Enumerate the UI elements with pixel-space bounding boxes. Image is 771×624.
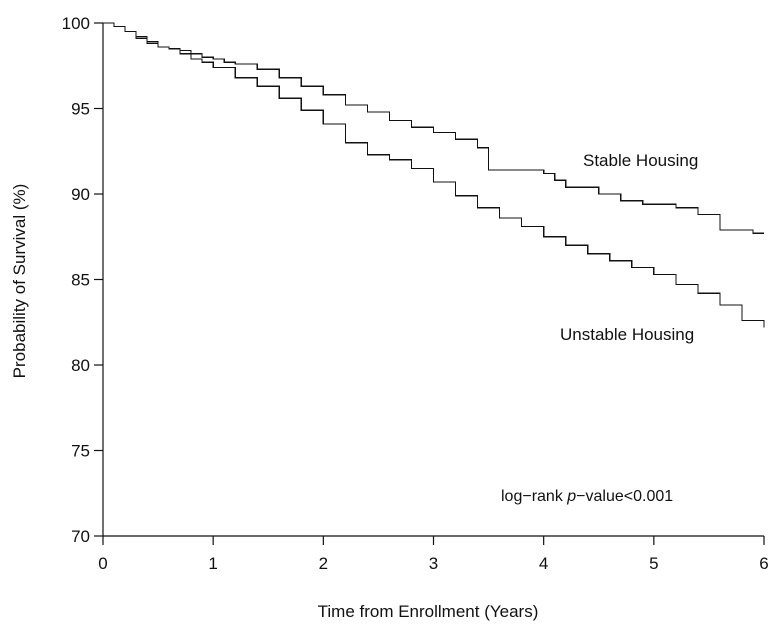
y-tick-label: 80 xyxy=(71,356,90,375)
series-group xyxy=(103,22,765,328)
y-tick-label: 70 xyxy=(71,527,90,546)
y-axis-title: Probability of Survival (%) xyxy=(10,184,29,379)
survival-curve-stable-housing xyxy=(103,22,764,234)
x-tick-label: 4 xyxy=(539,554,548,573)
x-tick-label: 0 xyxy=(98,554,107,573)
log-rank-annotation: log−rank p−value<0.001 xyxy=(501,488,673,505)
x-tick-label: 2 xyxy=(319,554,328,573)
series-label-stable-housing: Stable Housing xyxy=(583,151,698,170)
x-tick-label: 6 xyxy=(759,554,768,573)
series-label-unstable-housing: Unstable Housing xyxy=(560,325,694,344)
x-tick-label: 5 xyxy=(649,554,658,573)
annotation-italic: p xyxy=(566,488,576,505)
y-tick-label: 100 xyxy=(62,14,90,33)
x-axis: 0 1 2 3 4 5 6 xyxy=(98,535,769,573)
x-axis-title: Time from Enrollment (Years) xyxy=(318,602,539,621)
x-tick-label: 1 xyxy=(208,554,217,573)
y-tick-label: 95 xyxy=(71,100,90,119)
y-tick-label: 75 xyxy=(71,442,90,461)
survival-curve-unstable-housing xyxy=(103,22,765,328)
y-tick-label: 90 xyxy=(71,185,90,204)
y-axis: 70 75 80 85 90 95 100 xyxy=(62,14,104,546)
annotation-prefix: log−rank xyxy=(501,488,567,505)
annotation-suffix: −value<0.001 xyxy=(576,488,673,505)
y-tick-label: 85 xyxy=(71,271,90,290)
x-tick-label: 3 xyxy=(429,554,438,573)
